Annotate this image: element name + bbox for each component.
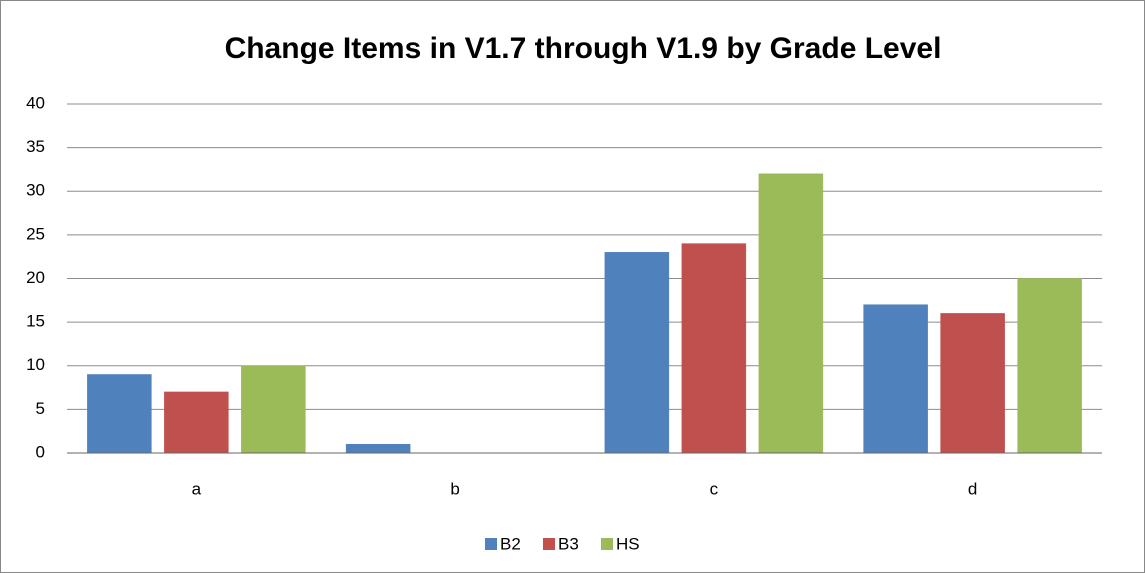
legend-swatch xyxy=(485,538,497,550)
bar xyxy=(758,173,824,454)
legend-swatch xyxy=(601,538,613,550)
legend-label: HS xyxy=(616,534,640,553)
y-tick-label: 25 xyxy=(26,224,45,243)
legend-label: B2 xyxy=(500,534,521,553)
bar xyxy=(1017,278,1082,454)
bar xyxy=(87,374,152,454)
y-tick-label: 0 xyxy=(36,442,45,461)
bar xyxy=(241,365,306,454)
x-tick-label: d xyxy=(968,479,977,498)
x-tick-label: b xyxy=(450,479,459,498)
x-tick-label: c xyxy=(710,479,719,498)
legend-label: B3 xyxy=(558,534,579,553)
y-tick-label: 15 xyxy=(26,312,45,331)
y-tick-label: 10 xyxy=(26,355,45,374)
chart-title: Change Items in V1.7 through V1.9 by Gra… xyxy=(225,32,942,65)
bar xyxy=(681,243,747,454)
y-tick-label: 20 xyxy=(26,268,45,287)
bar xyxy=(604,252,670,454)
legend-swatch xyxy=(543,538,555,550)
y-tick-label: 35 xyxy=(26,137,45,156)
x-tick-label: a xyxy=(192,479,202,498)
bar xyxy=(345,444,411,454)
y-tick-label: 5 xyxy=(36,399,45,418)
bar xyxy=(164,391,229,454)
y-tick-label: 40 xyxy=(26,93,45,112)
bar xyxy=(863,304,928,454)
y-tick-label: 30 xyxy=(26,181,45,200)
bar xyxy=(940,313,1005,454)
